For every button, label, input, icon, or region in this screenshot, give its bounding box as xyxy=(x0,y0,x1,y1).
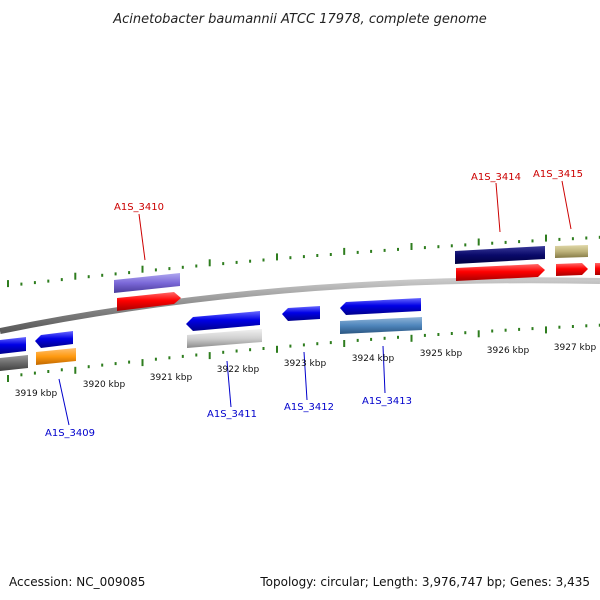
ruler-labels: 3919 kbp 3920 kbp 3921 kbp 3922 kbp 3923… xyxy=(15,343,597,399)
gene-feature-a1s-3411-silver[interactable] xyxy=(187,329,262,348)
inner-tick-row xyxy=(7,323,600,382)
accession-text: Accession: NC_009085 xyxy=(9,575,145,589)
ruler-label: 3926 kbp xyxy=(487,346,530,356)
gene-label-a1s-3410[interactable]: A1S_3410 xyxy=(114,202,164,213)
gene-label-a1s-3413[interactable]: A1S_3413 xyxy=(362,396,412,407)
map-title: Acinetobacter baumannii ATCC 17978, comp… xyxy=(112,12,487,27)
forward-strand xyxy=(114,245,600,311)
ruler-label: 3921 kbp xyxy=(150,373,193,383)
gene-arrow-a1s-3409[interactable] xyxy=(35,331,73,348)
reverse-label-leaders xyxy=(58,345,386,426)
gene-feature-a1s-3409-orange[interactable] xyxy=(36,348,76,365)
gene-label-a1s-3414[interactable]: A1S_3414 xyxy=(471,172,521,183)
ruler-label: 3927 kbp xyxy=(554,343,597,353)
gene-arrow-a1s-3413[interactable] xyxy=(340,298,421,315)
ruler-label: 3920 kbp xyxy=(83,380,126,390)
gene-label-a1s-3412[interactable]: A1S_3412 xyxy=(284,402,334,413)
forward-label-leaders xyxy=(138,180,572,261)
outer-tick-row xyxy=(7,234,600,288)
ruler-label: 3922 kbp xyxy=(217,365,260,375)
ruler-label: 3923 kbp xyxy=(284,359,327,369)
gene-feature-left-edge-gray[interactable] xyxy=(0,355,28,371)
genome-summary-text: Topology: circular; Length: 3,976,747 bp… xyxy=(259,575,590,589)
gene-arrow-left-edge[interactable] xyxy=(0,337,26,354)
ruler-label: 3924 kbp xyxy=(352,354,395,364)
gene-feature-a1s-3415-olive[interactable] xyxy=(555,245,588,258)
gene-label-a1s-3409[interactable]: A1S_3409 xyxy=(45,428,95,439)
gene-labels: A1S_3409 A1S_3410 A1S_3411 A1S_3412 A1S_… xyxy=(45,169,583,439)
gene-arrow-a1s-3412[interactable] xyxy=(282,306,320,321)
gene-arrow-edge[interactable] xyxy=(595,263,600,275)
gene-label-a1s-3415[interactable]: A1S_3415 xyxy=(533,169,583,180)
genome-backbone xyxy=(0,277,600,334)
ruler-label: 3919 kbp xyxy=(15,389,58,399)
gene-arrow-a1s-3415[interactable] xyxy=(556,263,588,276)
gene-arrow-a1s-3411[interactable] xyxy=(186,311,260,331)
gene-feature-a1s-3414-navy[interactable] xyxy=(455,246,545,264)
gene-feature-a1s-3410-purple[interactable] xyxy=(114,273,180,293)
ruler-label: 3925 kbp xyxy=(420,349,463,359)
gene-arrow-a1s-3410[interactable] xyxy=(117,292,181,311)
gene-feature-a1s-3413-steel[interactable] xyxy=(340,317,422,334)
reverse-strand xyxy=(0,298,422,371)
gene-arrow-a1s-3414[interactable] xyxy=(456,264,545,281)
gene-label-a1s-3411[interactable]: A1S_3411 xyxy=(207,409,257,420)
